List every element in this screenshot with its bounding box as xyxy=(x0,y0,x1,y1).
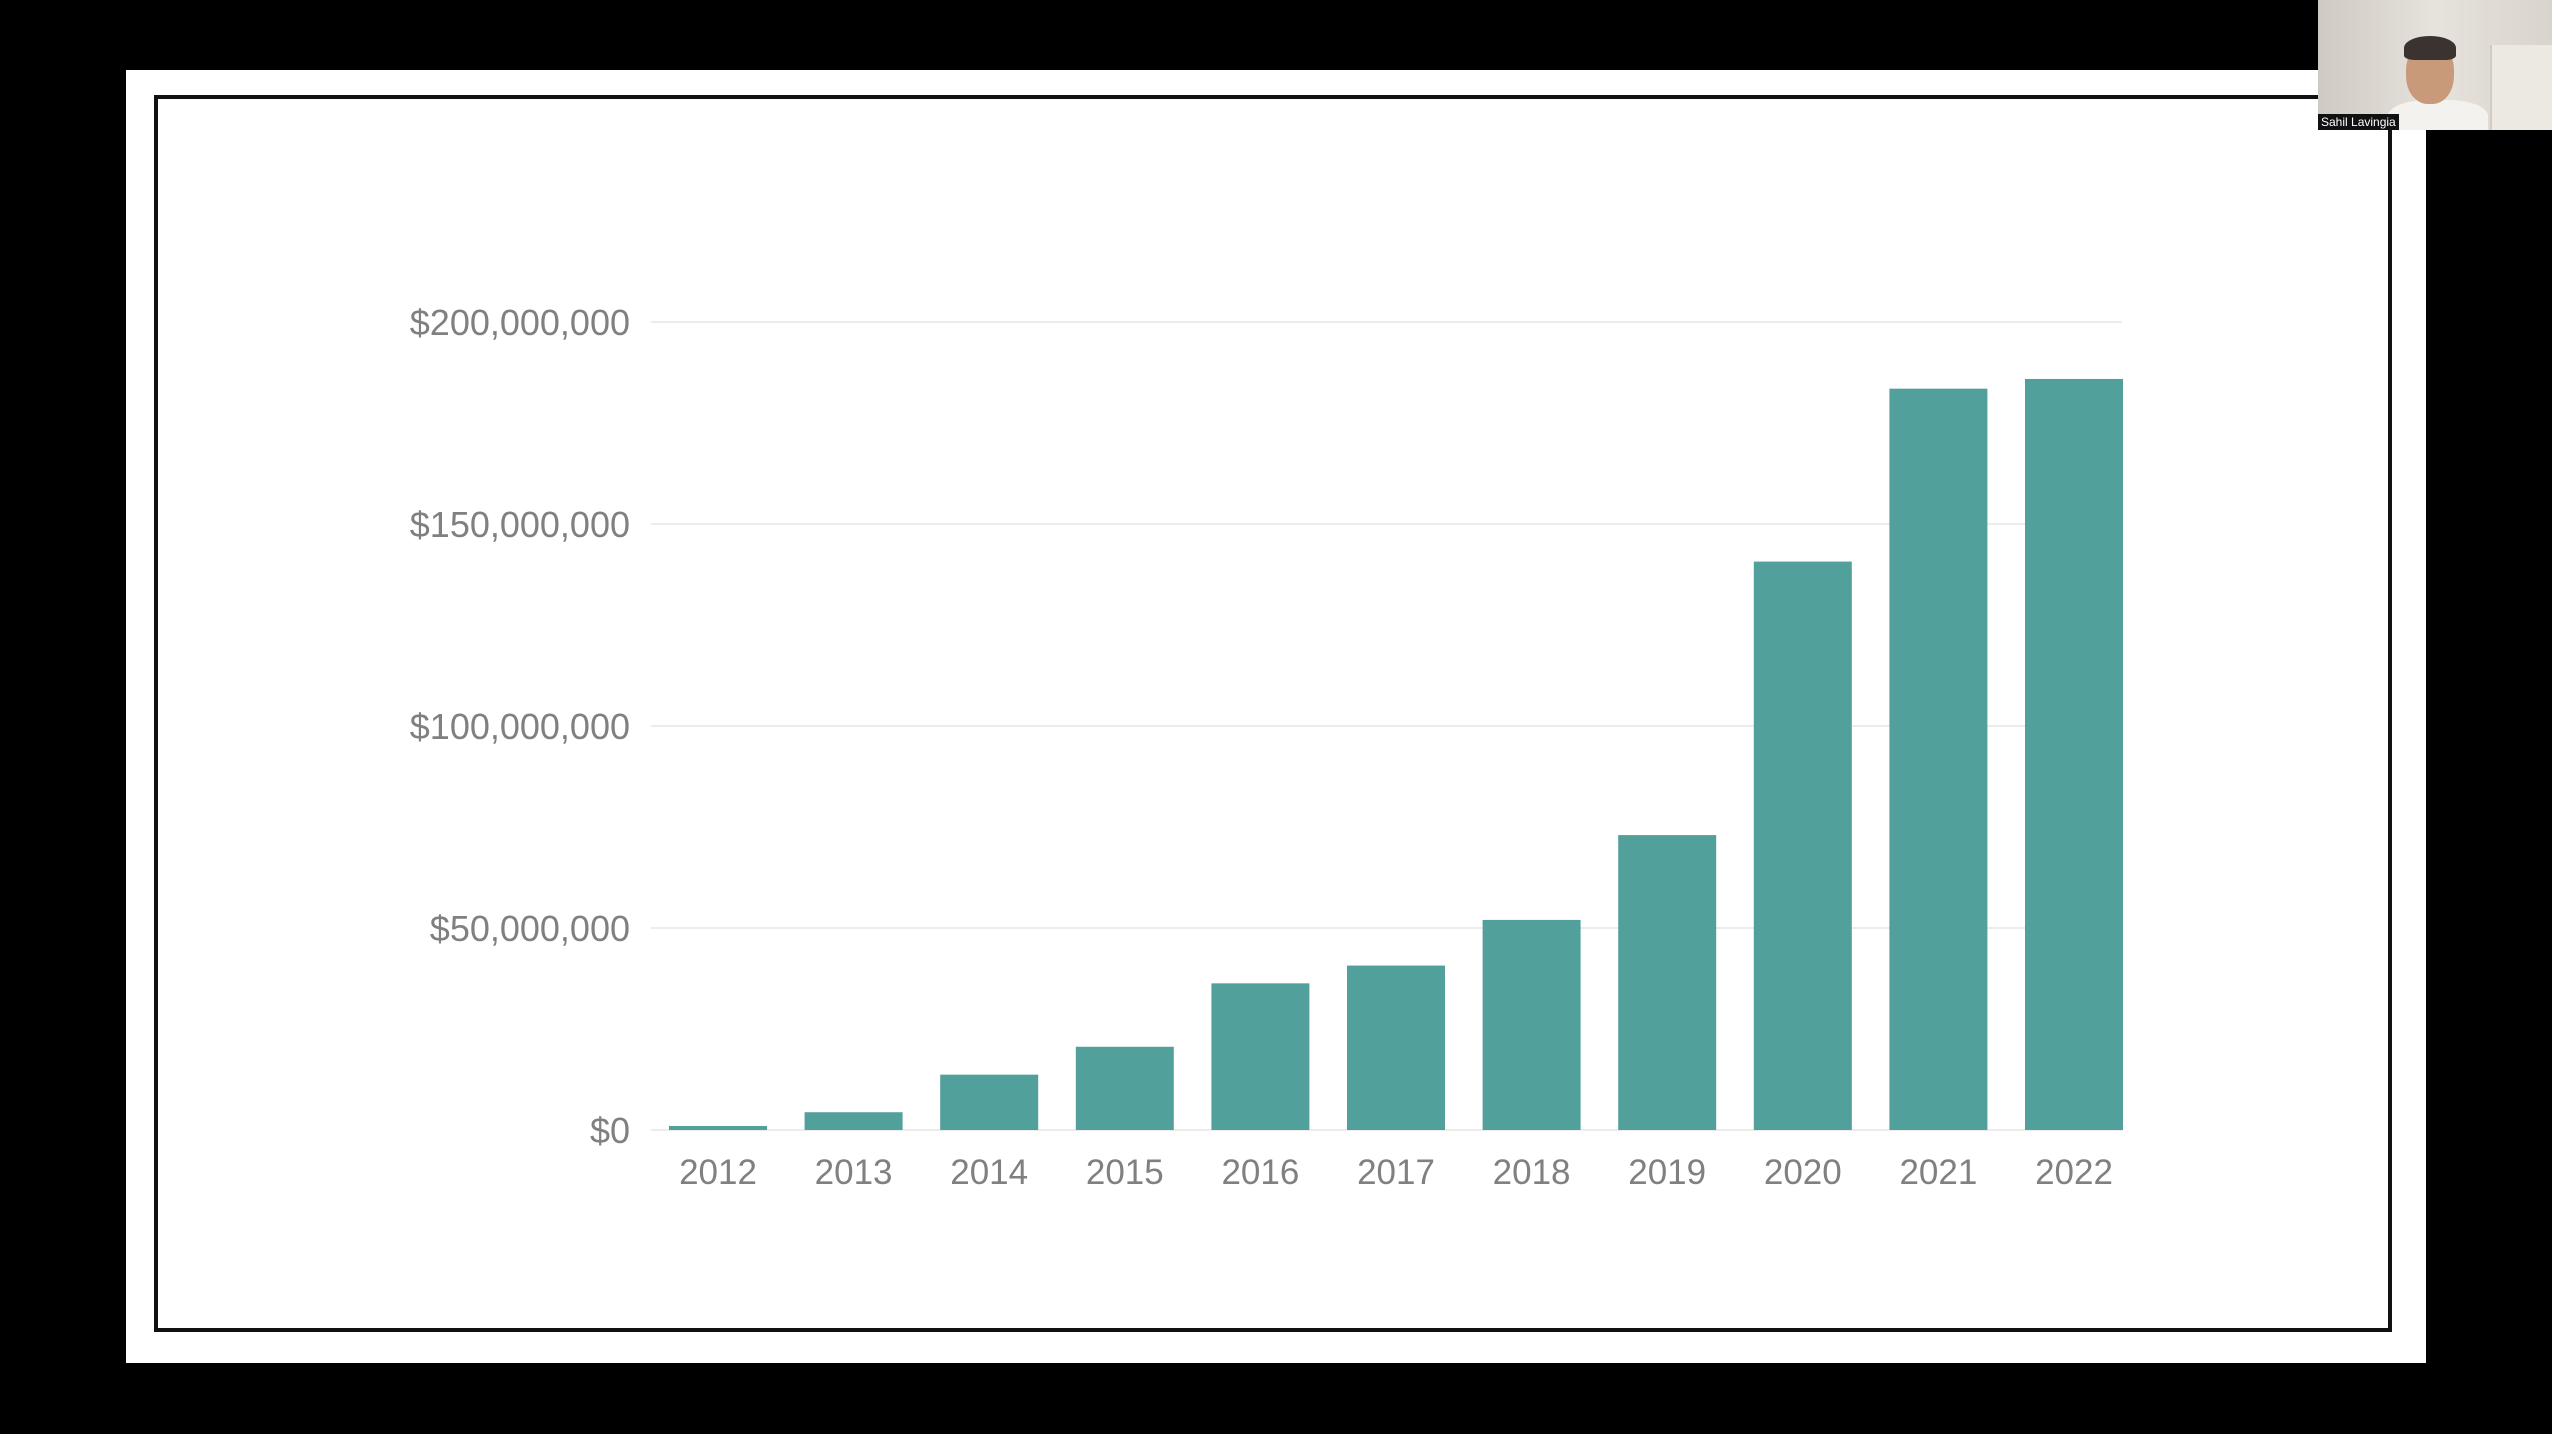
x-tick-label: 2016 xyxy=(1221,1153,1299,1192)
bar-2014 xyxy=(940,1074,1039,1130)
y-tick-label: $50,000,000 xyxy=(430,908,630,949)
participant-name-label: Sahil Lavingia xyxy=(2318,114,2399,130)
x-tick-label: 2012 xyxy=(679,1153,757,1192)
bar-2019 xyxy=(1618,835,1717,1130)
background-door xyxy=(2490,45,2552,130)
x-tick-label: 2014 xyxy=(950,1153,1028,1192)
bar-2018 xyxy=(1482,919,1581,1130)
participant-body xyxy=(2388,100,2488,130)
y-tick-label: $100,000,000 xyxy=(410,706,630,747)
x-tick-label: 2017 xyxy=(1357,1153,1435,1192)
presentation-slide: $0 $50,000,000 $100,000,000 $150,000,000 $20… xyxy=(126,70,2426,1363)
bar-2021 xyxy=(1889,388,1988,1130)
y-tick-label: $0 xyxy=(590,1110,630,1151)
x-tick-label: 2022 xyxy=(2035,1153,2113,1192)
x-tick-label: 2013 xyxy=(815,1153,893,1192)
x-tick-label: 2021 xyxy=(1899,1153,1977,1192)
x-tick-label: 2015 xyxy=(1086,1153,1164,1192)
bar-2015 xyxy=(1075,1046,1174,1130)
bar-2013 xyxy=(804,1112,903,1130)
x-tick-label: 2018 xyxy=(1493,1153,1571,1192)
participant-hair xyxy=(2404,36,2456,60)
x-tick-label: 2020 xyxy=(1764,1153,1842,1192)
bar-2020 xyxy=(1753,561,1852,1130)
bar-2016 xyxy=(1211,983,1310,1130)
bar-2012 xyxy=(669,1125,767,1130)
y-tick-label: $150,000,000 xyxy=(410,504,630,545)
bar-chart: $0 $50,000,000 $100,000,000 $150,000,000 $20… xyxy=(410,302,2123,1192)
bar-2022 xyxy=(2025,378,2123,1130)
x-tick-label: 2019 xyxy=(1628,1153,1706,1192)
webcam-video-tile[interactable]: Sahil Lavingia xyxy=(2318,0,2552,130)
slide-frame xyxy=(154,95,2392,1332)
y-tick-label: $200,000,000 xyxy=(410,302,630,343)
bar-2017 xyxy=(1347,965,1445,1130)
